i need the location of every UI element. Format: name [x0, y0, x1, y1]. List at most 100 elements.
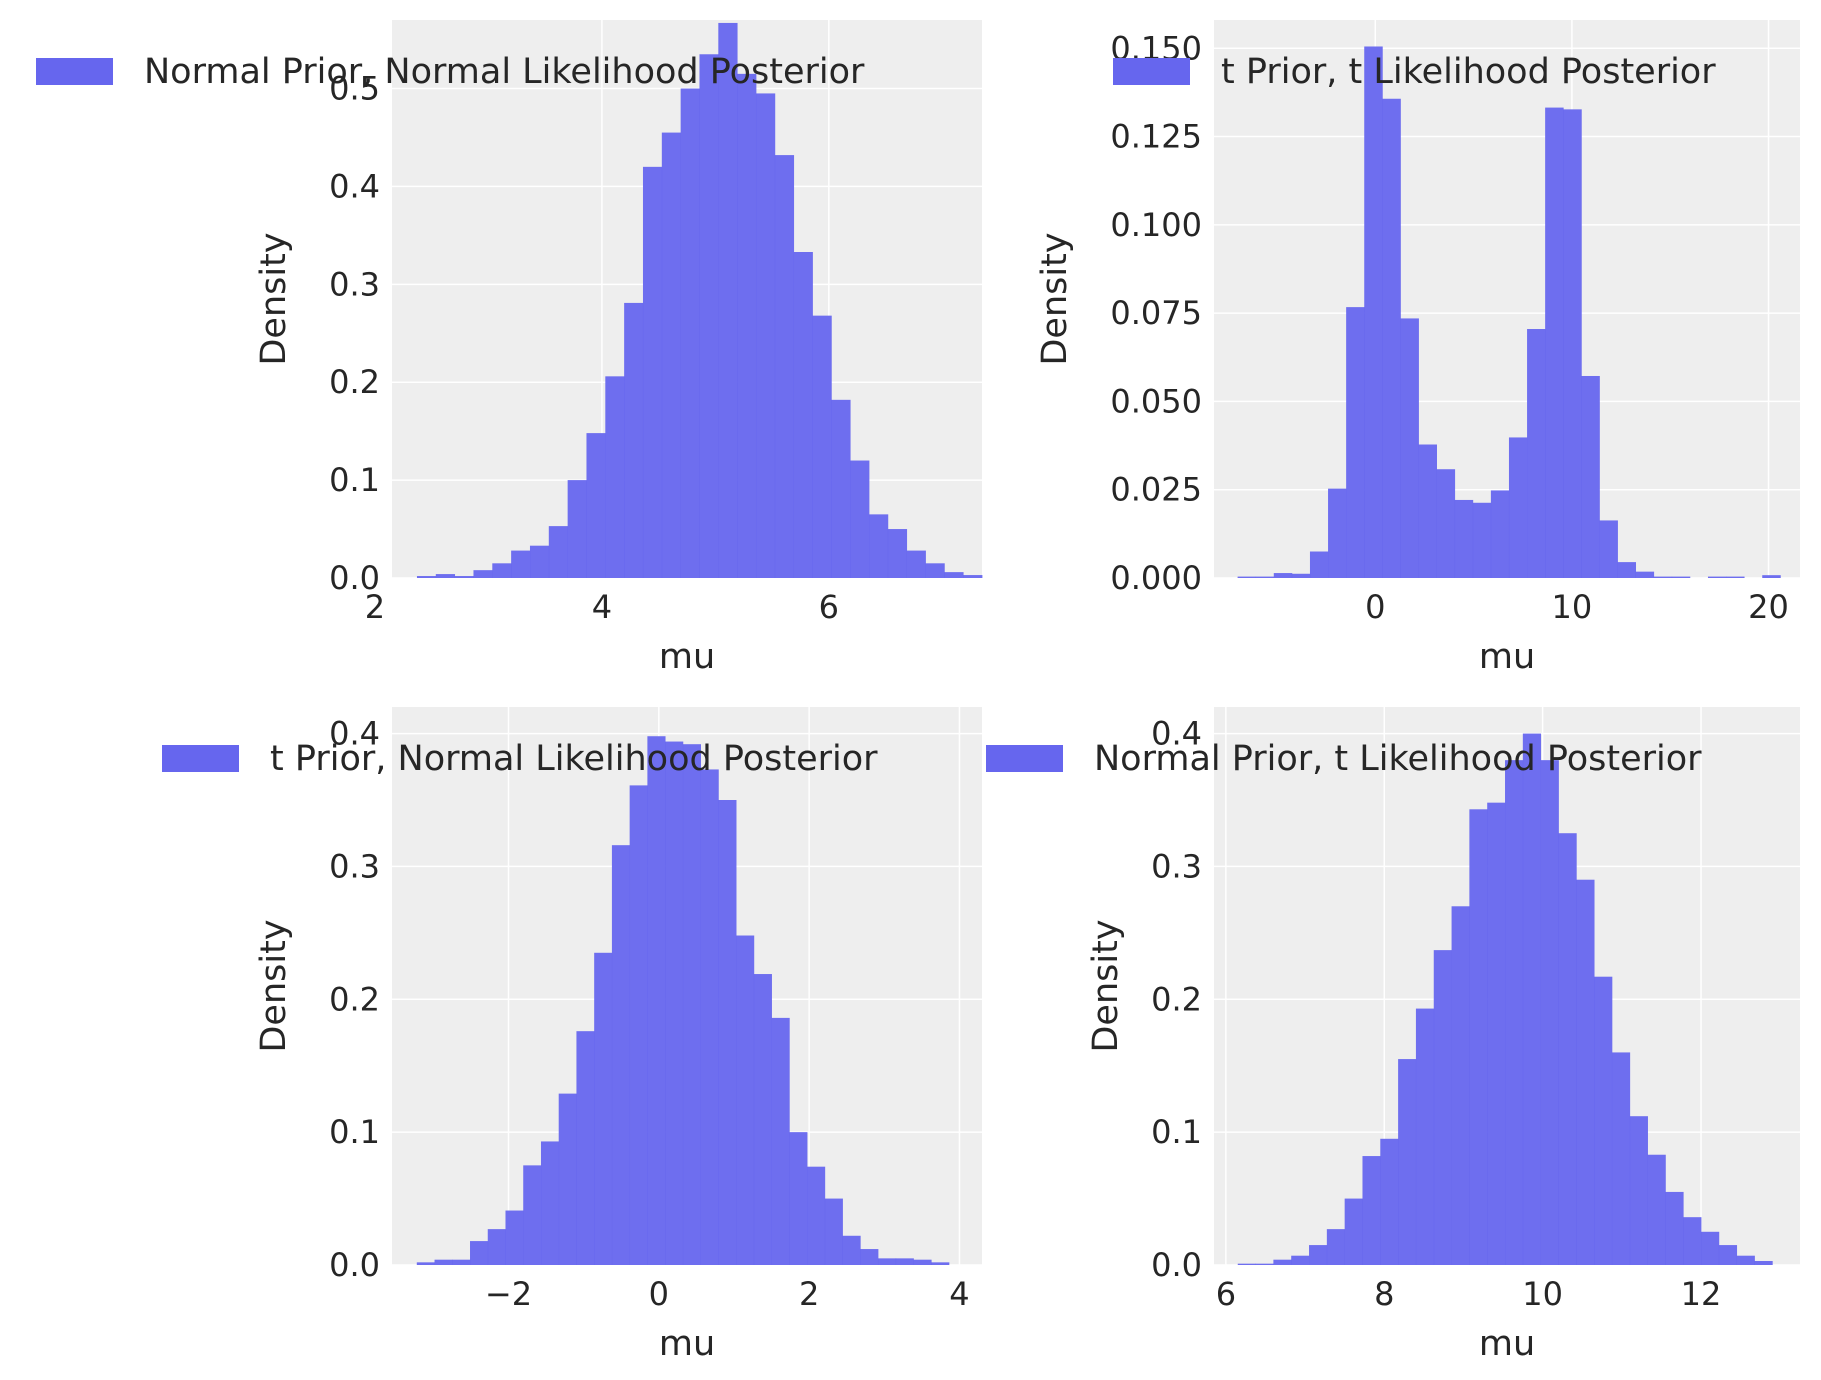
histogram-bar — [576, 1031, 595, 1265]
histogram-bar — [1683, 1217, 1702, 1265]
histogram-bar — [1718, 1245, 1738, 1265]
histogram-bar — [1629, 1116, 1648, 1265]
y-tick-label: 0.2 — [329, 363, 380, 401]
histogram-bar — [1418, 444, 1438, 578]
histogram-bar — [1273, 1259, 1292, 1265]
histogram-bar — [1490, 490, 1510, 578]
histogram-bar — [586, 433, 606, 578]
histogram-bar — [860, 1249, 879, 1265]
histogram-bar — [523, 1165, 542, 1265]
histogram-bar — [1362, 1156, 1381, 1265]
histogram-bar — [605, 376, 625, 578]
x-tick-label: 4 — [949, 1275, 969, 1313]
y-tick-label: 0.0 — [329, 1246, 380, 1284]
histogram-bar — [470, 1241, 489, 1265]
legend-label: t Prior, t Likelihood Posterior — [1221, 52, 1716, 92]
y-tick-label: 0.100 — [1110, 206, 1202, 244]
histogram-bar — [642, 166, 663, 578]
x-tick-label: −2 — [485, 1275, 532, 1313]
y-tick-label: 0.2 — [329, 980, 380, 1018]
histogram-bar — [1762, 575, 1781, 578]
histogram-bar — [736, 935, 755, 1265]
histogram-bar — [624, 302, 644, 578]
histogram-bar — [1635, 571, 1655, 578]
histogram-bar — [1726, 576, 1745, 578]
histogram-bar — [548, 526, 569, 578]
histogram-bar — [1545, 107, 1564, 578]
histogram-bar — [1451, 906, 1470, 1265]
histogram-bar — [487, 1229, 506, 1265]
y-axis-label: Density — [254, 232, 294, 365]
histogram-bar — [1344, 1198, 1363, 1265]
histogram-bar — [831, 399, 851, 578]
y-tick-label: 0.025 — [1110, 471, 1202, 509]
histogram-bar — [1522, 733, 1542, 1265]
y-axis-label: Density — [254, 919, 294, 1052]
y-tick-label: 0.125 — [1110, 118, 1202, 156]
histogram-bar — [1255, 576, 1275, 578]
chart-panel-2: 0 10 200.0000.0250.0500.0750.1000.1250.150… — [1035, 20, 1800, 677]
histogram-bar — [1594, 976, 1613, 1265]
histogram-bar — [1558, 833, 1577, 1265]
histogram-bar — [1415, 1008, 1435, 1265]
histogram-bar — [850, 460, 870, 578]
histogram-bar — [1326, 1229, 1346, 1265]
histogram-bar — [1611, 1052, 1631, 1265]
y-tick-label: 0.4 — [329, 167, 380, 205]
histogram-bar — [1653, 576, 1673, 578]
histogram-bar — [1540, 760, 1559, 1265]
histogram-bar — [906, 550, 926, 578]
histogram-bar — [789, 1132, 808, 1265]
histogram-bar — [416, 1262, 435, 1265]
histogram-bar — [963, 575, 983, 578]
chart-panel-3: −2 0 2 4 0.0 0.1 0.2 0.3 0.4 mu Density t Prior, No… — [162, 707, 982, 1364]
plot-area — [1214, 20, 1800, 578]
histogram-bar — [492, 563, 512, 578]
histogram-bar — [1273, 573, 1293, 578]
y-tick-label: 0.4 — [1151, 715, 1202, 753]
histogram-bar — [1328, 488, 1347, 578]
histogram-bar — [812, 315, 832, 578]
legend-label: Normal Prior, Normal Likelihood Posterio… — [144, 52, 865, 92]
histogram-bar — [1665, 1191, 1684, 1265]
histogram-bar — [753, 974, 772, 1265]
y-tick-label: 0.1 — [329, 461, 380, 499]
histogram-bar — [718, 22, 738, 579]
x-axis-label: mu — [1479, 1324, 1535, 1364]
x-tick-label: 4 — [592, 588, 612, 626]
legend-swatch — [36, 58, 113, 85]
histogram-bar — [699, 54, 719, 578]
histogram-bar — [434, 1259, 453, 1265]
histogram-bar — [913, 1259, 932, 1265]
x-tick-label: 6 — [1216, 1275, 1236, 1313]
x-tick-label: 2 — [799, 1275, 819, 1313]
histogram-bar — [842, 1235, 861, 1265]
x-tick-label: 20 — [1748, 588, 1789, 626]
y-tick-label: 0.3 — [329, 847, 380, 885]
histogram-bar — [1382, 98, 1401, 578]
y-tick-label: 0.1 — [329, 1113, 380, 1151]
histogram-bar — [1237, 1263, 1256, 1265]
x-axis-label: mu — [659, 637, 715, 677]
histogram-bar — [661, 132, 682, 578]
y-tick-label: 0.4 — [329, 715, 380, 753]
histogram-bar — [774, 155, 795, 579]
histogram-bar — [718, 800, 737, 1265]
legend-swatch — [986, 745, 1063, 772]
histogram-bar — [454, 576, 474, 578]
y-tick-label: 0.075 — [1110, 294, 1202, 332]
histogram-bar — [1563, 109, 1582, 578]
histogram-bar — [473, 570, 493, 578]
histogram-bar — [1309, 551, 1329, 578]
histogram-bar — [793, 252, 813, 578]
histogram-bar — [511, 550, 531, 578]
y-tick-label: 0.2 — [1151, 980, 1202, 1018]
histogram-bar — [540, 1141, 560, 1265]
x-tick-label: 0 — [1365, 588, 1385, 626]
histogram-bar — [567, 480, 587, 578]
histogram-bar — [1364, 46, 1383, 578]
chart-panel-1: 2 4 6 0.0 0.1 0.2 0.3 0.4 0.5 mu Density Normal Pri… — [36, 20, 983, 677]
x-tick-label: 12 — [1681, 1275, 1722, 1313]
histogram-bar — [1255, 1263, 1274, 1265]
histogram-bar — [1433, 950, 1452, 1265]
